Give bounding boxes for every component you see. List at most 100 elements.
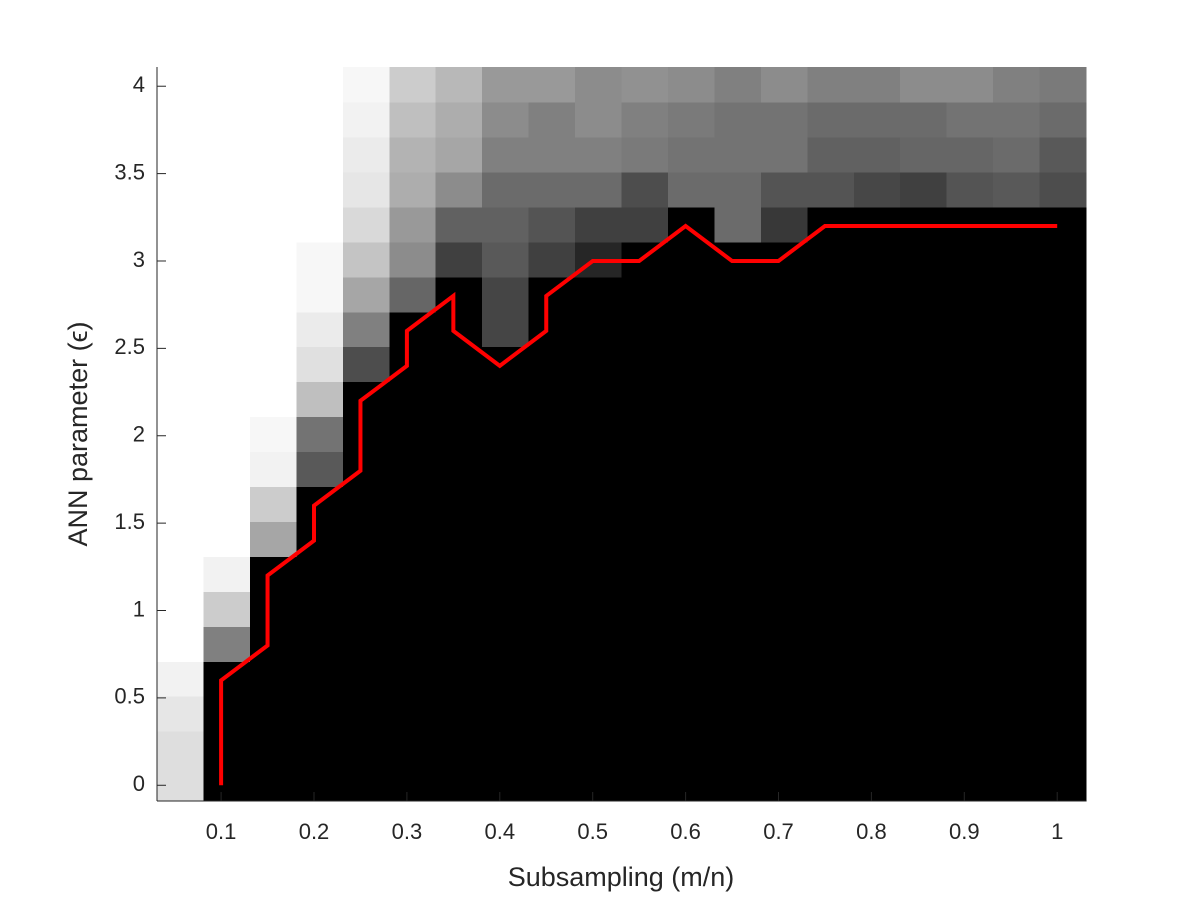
heatmap-cell	[296, 731, 344, 767]
heatmap-cell	[528, 206, 576, 243]
heatmap-cell	[157, 661, 205, 697]
heatmap-cell	[853, 766, 901, 802]
y-axis-label: ANN parameter (ϵ)	[63, 322, 93, 547]
heatmap-cell	[342, 661, 390, 697]
heatmap-cell	[249, 346, 297, 383]
heatmap-cell	[482, 136, 530, 173]
heatmap-cell	[435, 661, 483, 697]
x-tick-label: 0.1	[206, 819, 237, 844]
heatmap-cell	[575, 101, 623, 138]
heatmap-cell	[157, 591, 205, 627]
heatmap-cell	[807, 171, 855, 208]
heatmap-cell	[621, 661, 669, 697]
heatmap-cell	[482, 486, 530, 522]
heatmap-cell	[389, 206, 437, 243]
heatmap-cell	[296, 346, 344, 383]
heatmap-cell	[389, 591, 437, 627]
heatmap-cell	[342, 556, 390, 592]
heatmap-cell	[435, 346, 483, 383]
heatmap-cell	[760, 171, 808, 208]
heatmap-cell	[900, 241, 948, 278]
heatmap-cell	[435, 276, 483, 313]
heatmap-cell	[853, 696, 901, 732]
heatmap-cell	[296, 241, 344, 278]
heatmap-cell	[389, 731, 437, 767]
heatmap-cell	[342, 591, 390, 627]
heatmap-cell	[389, 521, 437, 557]
heatmap-cell	[249, 416, 297, 453]
heatmap-cell	[807, 416, 855, 453]
heatmap-cell	[760, 206, 808, 243]
heatmap-cell	[482, 346, 530, 383]
heatmap-cell	[203, 276, 251, 313]
heatmap-cell	[993, 171, 1041, 208]
heatmap-cell	[157, 171, 205, 208]
heatmap-cell	[807, 136, 855, 173]
heatmap-cell	[435, 591, 483, 627]
heatmap-cell	[807, 101, 855, 138]
heatmap-cell	[714, 591, 762, 627]
heatmap-cell	[1039, 486, 1087, 522]
heatmap-cell	[993, 381, 1041, 418]
heatmap-cell	[760, 451, 808, 488]
heatmap-cell	[853, 486, 901, 522]
heatmap-cell	[807, 731, 855, 767]
heatmap-cell	[575, 556, 623, 592]
heatmap-cell	[853, 346, 901, 383]
heatmap-cell	[249, 381, 297, 418]
heatmap-cell	[900, 136, 948, 173]
heatmap-cell	[157, 731, 205, 767]
heatmap-cell	[946, 101, 994, 138]
heatmap-cell	[575, 381, 623, 418]
heatmap-cell	[853, 556, 901, 592]
heatmap-cell	[993, 416, 1041, 453]
heatmap-cell	[528, 416, 576, 453]
heatmap-cell	[528, 766, 576, 802]
heatmap-cell	[342, 381, 390, 418]
heatmap-cell	[482, 276, 530, 313]
y-tick-label: 0.5	[114, 684, 145, 709]
heatmap-cell	[760, 381, 808, 418]
heatmap-cell	[482, 416, 530, 453]
heatmap-cell	[575, 206, 623, 243]
heatmap-cell	[714, 696, 762, 732]
heatmap-cell	[946, 626, 994, 662]
heatmap-cell	[714, 731, 762, 767]
heatmap-cell	[249, 696, 297, 732]
heatmap-cell	[389, 276, 437, 313]
heatmap-cell	[993, 661, 1041, 697]
heatmap-cell	[342, 136, 390, 173]
heatmap-cell	[528, 521, 576, 557]
heatmap-cell	[853, 626, 901, 662]
heatmap-cell	[946, 591, 994, 627]
heatmap-cell	[807, 381, 855, 418]
heatmap-cell	[389, 171, 437, 208]
heatmap-cell	[482, 766, 530, 802]
heatmap-cell	[342, 346, 390, 383]
heatmap-cell	[296, 766, 344, 802]
heatmap-cell	[1039, 451, 1087, 488]
heatmap-cell	[528, 67, 576, 103]
heatmap-cell	[946, 451, 994, 488]
heatmap-cell	[296, 311, 344, 348]
heatmap-cell	[157, 241, 205, 278]
heatmap-cell	[528, 346, 576, 383]
heatmap-cell	[621, 591, 669, 627]
heatmap-cell	[853, 381, 901, 418]
x-tick-label: 0.3	[392, 819, 423, 844]
heatmap-cell	[621, 67, 669, 103]
heatmap-cell	[249, 101, 297, 138]
heatmap-cell	[528, 556, 576, 592]
heatmap-cell	[621, 451, 669, 488]
heatmap-cell	[993, 67, 1041, 103]
heatmap-cell	[342, 626, 390, 662]
heatmap-cell	[714, 766, 762, 802]
heatmap-cell	[714, 206, 762, 243]
heatmap-cell	[342, 451, 390, 488]
heatmap-cell	[853, 416, 901, 453]
heatmap-cell	[714, 171, 762, 208]
heatmap-cell	[667, 696, 715, 732]
x-tick-label: 0.6	[670, 819, 701, 844]
heatmap-cell	[342, 731, 390, 767]
heatmap-cell	[807, 626, 855, 662]
